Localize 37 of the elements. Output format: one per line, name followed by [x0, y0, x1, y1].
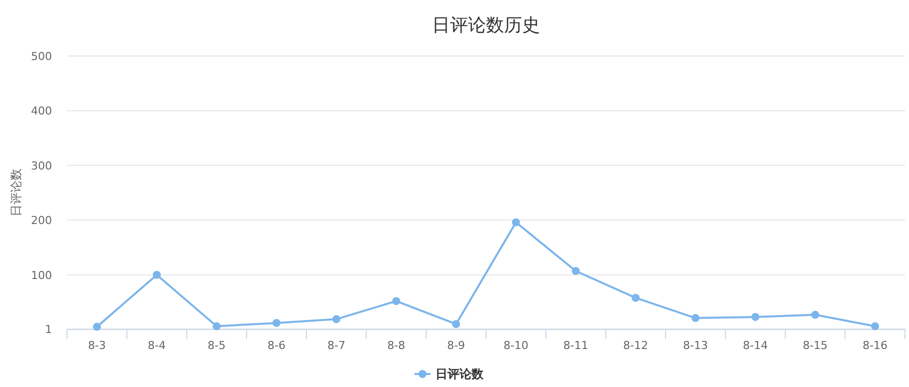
y-tick-label: 1 [45, 323, 52, 336]
point [452, 320, 460, 328]
y-tick-label: 100 [31, 268, 52, 282]
point [632, 294, 640, 302]
point [512, 218, 520, 226]
point [392, 297, 400, 306]
x-tick-label: 8-12 [623, 339, 648, 352]
x-tick-label: 8-16 [862, 339, 888, 352]
x-tick-label: 8-7 [327, 339, 346, 352]
point [152, 270, 161, 279]
y-axis-title: 日评论数 [9, 168, 23, 216]
legend-label: 日评论数 [436, 367, 484, 381]
y-tick-label: 400 [31, 104, 52, 118]
x-tick-label: 8-8 [387, 339, 406, 352]
point [332, 315, 340, 324]
x-tick-label: 8-11 [563, 339, 588, 352]
x-tick-label: 8-3 [88, 339, 106, 352]
y-tick-label: 200 [31, 214, 52, 228]
point [692, 314, 700, 322]
point [212, 322, 221, 330]
point [811, 310, 820, 319]
x-tick-label: 8-13 [683, 339, 708, 352]
x-tick-label: 8-4 [148, 339, 166, 352]
chart-title: 日评论数历史 [432, 15, 540, 36]
x-tick-label: 8-15 [802, 339, 828, 352]
y-tick-label: 500 [31, 50, 52, 63]
point [871, 322, 880, 330]
x-tick-label: 8-6 [268, 339, 286, 352]
y-tick-label: 300 [31, 159, 52, 172]
point [92, 322, 101, 331]
point [751, 312, 760, 321]
x-tick-label: 8-5 [208, 339, 226, 352]
point [572, 267, 580, 276]
x-tick-label: 8-9 [447, 339, 466, 352]
point [272, 318, 280, 327]
x-tick-label: 8-14 [742, 339, 768, 352]
x-tick-label: 8-10 [503, 339, 528, 352]
